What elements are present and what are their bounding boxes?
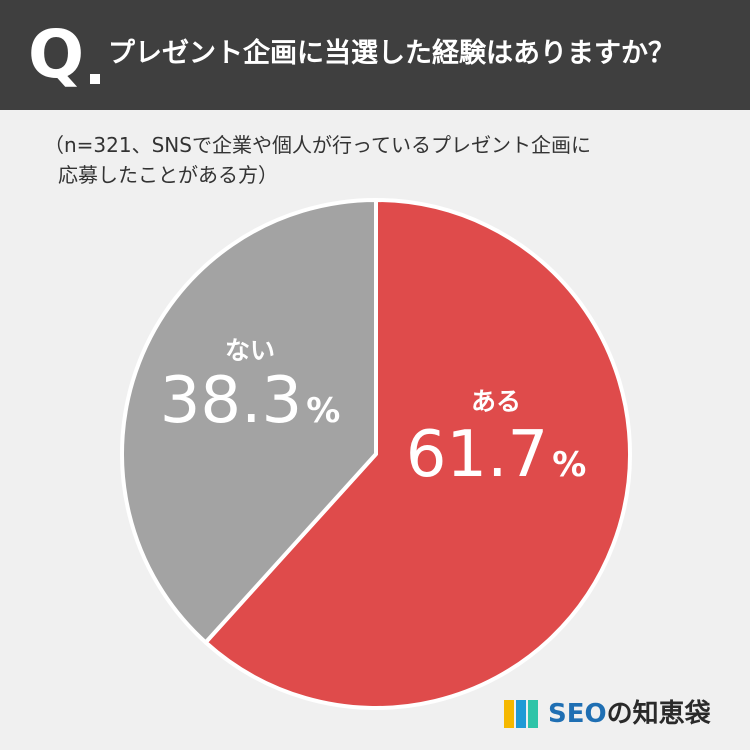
brand-name-seo: SEO: [548, 699, 607, 729]
pie-slice-2: [120, 198, 378, 645]
q-dot: [90, 74, 100, 84]
sample-note-line-2: 応募したことがある方）: [58, 163, 278, 187]
q-mark: Q: [28, 16, 85, 93]
sample-note-line-1: （n=321、SNSで企業や個人が行っているプレゼント企画に: [44, 133, 591, 157]
slice-value-1: 61.7%: [406, 418, 587, 492]
sample-note: （n=321、SNSで企業や個人が行っているプレゼント企画に 応募したことがある…: [44, 130, 724, 190]
slice-label-1: ある: [471, 387, 521, 416]
pie-slice-1: [203, 198, 632, 710]
question-title: プレゼント企画に当選した経験はありますか？: [108, 38, 675, 69]
header-bar: Q プレゼント企画に当選した経験はありますか？: [0, 0, 750, 110]
book-icon-bar-1: [504, 700, 514, 728]
slice-label-2: ない: [225, 336, 275, 365]
book-icon: [504, 700, 538, 728]
book-icon-bar-3: [528, 700, 538, 728]
slice-value-2: 38.3%: [160, 364, 341, 438]
brand-name: SEOの知恵袋: [548, 694, 711, 734]
brand-name-suffix: の知恵袋: [606, 699, 711, 729]
book-icon-bar-2: [516, 700, 526, 728]
